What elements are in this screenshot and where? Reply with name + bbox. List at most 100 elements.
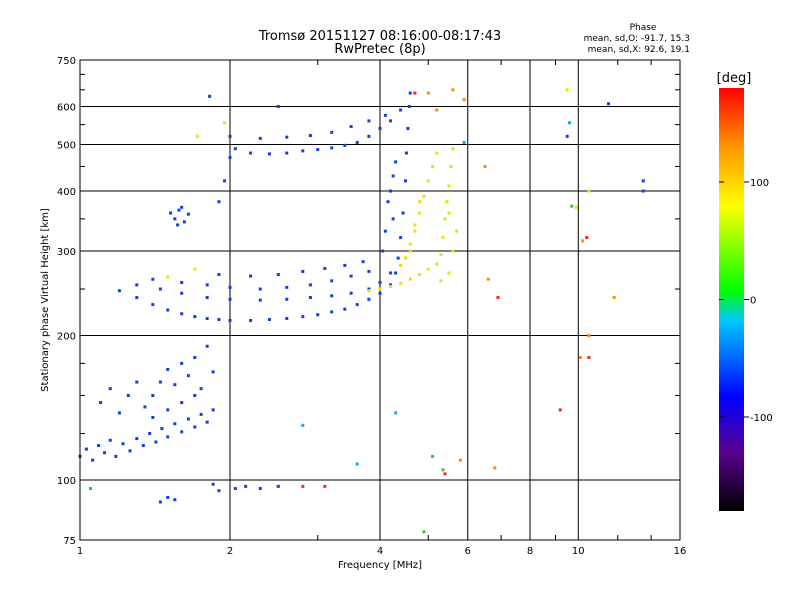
data-point (180, 361, 184, 365)
data-point (399, 281, 403, 285)
data-point (443, 472, 447, 476)
data-point (323, 484, 327, 488)
y-tick-label: 500 (57, 141, 76, 152)
data-point (367, 119, 371, 123)
data-point (308, 283, 312, 287)
data-point (343, 263, 347, 267)
data-point (406, 126, 410, 130)
data-point (413, 223, 417, 227)
data-point (378, 291, 382, 295)
data-point (404, 151, 408, 155)
data-point (91, 458, 95, 462)
data-point (193, 425, 197, 429)
data-point (99, 401, 103, 405)
x-tick-label: 4 (377, 546, 383, 557)
data-point (367, 289, 371, 293)
y-tick-label: 750 (57, 56, 76, 67)
data-point (108, 438, 112, 442)
data-point (607, 102, 611, 106)
data-point (223, 121, 227, 125)
data-point (367, 287, 371, 291)
data-point (574, 205, 578, 209)
data-point (565, 88, 569, 92)
data-point (483, 164, 487, 168)
data-point (558, 408, 562, 412)
data-point (422, 194, 426, 198)
data-point (301, 149, 305, 153)
data-point (180, 280, 184, 284)
grid-lines (80, 60, 680, 540)
data-point (441, 236, 445, 240)
data-point (205, 344, 209, 348)
data-point (386, 200, 390, 204)
data-point (211, 408, 215, 412)
data-point (135, 283, 139, 287)
data-point (381, 249, 385, 253)
data-point (394, 271, 398, 275)
data-point (581, 239, 585, 243)
data-point (143, 405, 147, 409)
data-point (228, 155, 232, 159)
stats-line-x: mean, sd,X: 92.6, 19.1 (588, 45, 690, 55)
data-point (403, 179, 407, 183)
data-point (166, 495, 170, 499)
data-point (496, 296, 500, 300)
data-point (378, 280, 382, 284)
data-point (451, 249, 455, 253)
data-point (166, 275, 170, 279)
data-point (173, 217, 177, 221)
data-point (301, 484, 305, 488)
data-point (443, 217, 447, 221)
data-point (570, 204, 574, 208)
data-point (267, 152, 271, 156)
data-point (413, 229, 417, 233)
data-point (355, 140, 359, 144)
data-point (135, 437, 139, 441)
data-point (258, 136, 262, 140)
data-point (330, 279, 334, 283)
data-point (587, 189, 591, 193)
y-tick-label: 600 (57, 103, 76, 114)
data-point (158, 380, 162, 384)
data-point (413, 91, 417, 95)
data-point (166, 408, 170, 412)
data-point (228, 285, 232, 289)
data-point (176, 223, 180, 227)
data-point (166, 435, 170, 439)
data-point (249, 151, 253, 155)
data-point (173, 498, 177, 502)
data-point (177, 208, 181, 212)
data-point (389, 283, 393, 287)
data-point (367, 297, 371, 301)
data-point (205, 317, 209, 321)
data-point (389, 285, 393, 289)
data-point (141, 444, 145, 448)
data-point (349, 291, 353, 295)
data-point (244, 484, 248, 488)
data-point (173, 422, 177, 426)
data-point (426, 91, 430, 95)
data-point (308, 296, 312, 300)
data-point (431, 164, 435, 168)
x-tick-label: 10 (572, 546, 585, 557)
y-axis-label: Stationary phase Virtual Height [km] (40, 208, 51, 392)
data-point (186, 212, 190, 216)
data-point (587, 334, 591, 338)
data-point (166, 308, 170, 312)
data-point (394, 411, 398, 415)
data-point (403, 256, 407, 260)
chart-subtitle: RwPretec (8p) (334, 42, 425, 57)
data-point (199, 412, 203, 416)
data-point (193, 315, 197, 319)
data-point (276, 273, 280, 277)
data-point (285, 135, 289, 139)
axis-ticks: 1 2 4 6 8 10 16 75 100 200 300 400 500 600 750 (57, 56, 686, 557)
data-point (343, 143, 347, 147)
data-point (89, 487, 93, 491)
data-point (208, 94, 212, 98)
data-point (445, 200, 449, 204)
data-point (285, 317, 289, 321)
data-point (249, 274, 253, 278)
data-point (180, 291, 184, 295)
